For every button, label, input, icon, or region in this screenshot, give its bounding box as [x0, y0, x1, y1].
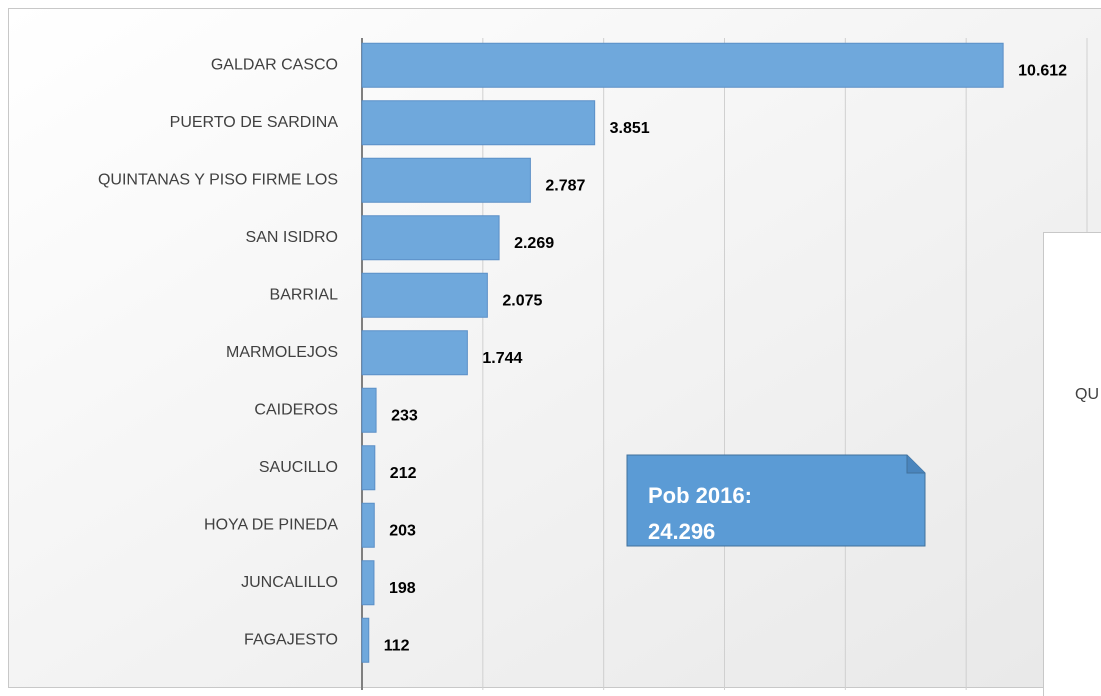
- bar: [361, 502, 375, 548]
- bar: [361, 42, 1004, 88]
- y-tick-label: SAUCILLO: [259, 459, 338, 476]
- y-tick-label: GALDAR CASCO: [211, 56, 338, 73]
- bar: [361, 157, 531, 203]
- bar: [361, 387, 377, 433]
- bar: [361, 445, 376, 491]
- y-tick-label: HOYA DE PINEDA: [204, 516, 338, 533]
- y-tick-label: FAGAJESTO: [244, 631, 338, 648]
- data-label: 1.744: [482, 350, 522, 367]
- y-tick-label: JUNCALILLO: [241, 574, 338, 591]
- data-label: 233: [391, 407, 418, 424]
- y-tick-label: PUERTO DE SARDINA: [170, 114, 339, 131]
- data-label: 10.612: [1018, 62, 1067, 79]
- annotation-box: Pob 2016: 24.296: [626, 454, 926, 547]
- bar: [361, 560, 375, 606]
- annotation-line: Pob 2016:: [648, 483, 752, 508]
- bar: [361, 330, 468, 376]
- y-tick-label: SAN ISIDRO: [246, 229, 338, 246]
- y-tick-label: BARRIAL: [270, 286, 339, 303]
- bar: [361, 272, 488, 318]
- y-tick-label: QUINTANAS Y PISO FIRME LOS: [98, 171, 338, 188]
- side-panel: [1043, 232, 1101, 696]
- annotation-line: 24.296: [648, 519, 715, 544]
- side-panel-text: QU: [1075, 386, 1099, 403]
- bar: [361, 215, 500, 261]
- annotation-shape: [626, 454, 926, 547]
- annotation-fold: [906, 455, 925, 474]
- data-label: 3.851: [610, 120, 650, 137]
- data-label: 198: [389, 580, 416, 597]
- data-label: 203: [389, 522, 416, 539]
- bar: [361, 617, 370, 663]
- bar: [361, 100, 596, 146]
- data-label: 2.269: [514, 235, 554, 252]
- y-tick-label: MARMOLEJOS: [226, 344, 338, 361]
- data-label: 212: [390, 465, 417, 482]
- y-tick-label: CAIDEROS: [254, 401, 338, 418]
- data-label: 112: [384, 637, 410, 654]
- plot-area: GALDAR CASCO 10.612 PUERTO DE SARDINA 3.851…: [98, 38, 1088, 690]
- data-label: 2.787: [545, 177, 585, 194]
- data-label: 2.075: [502, 292, 542, 309]
